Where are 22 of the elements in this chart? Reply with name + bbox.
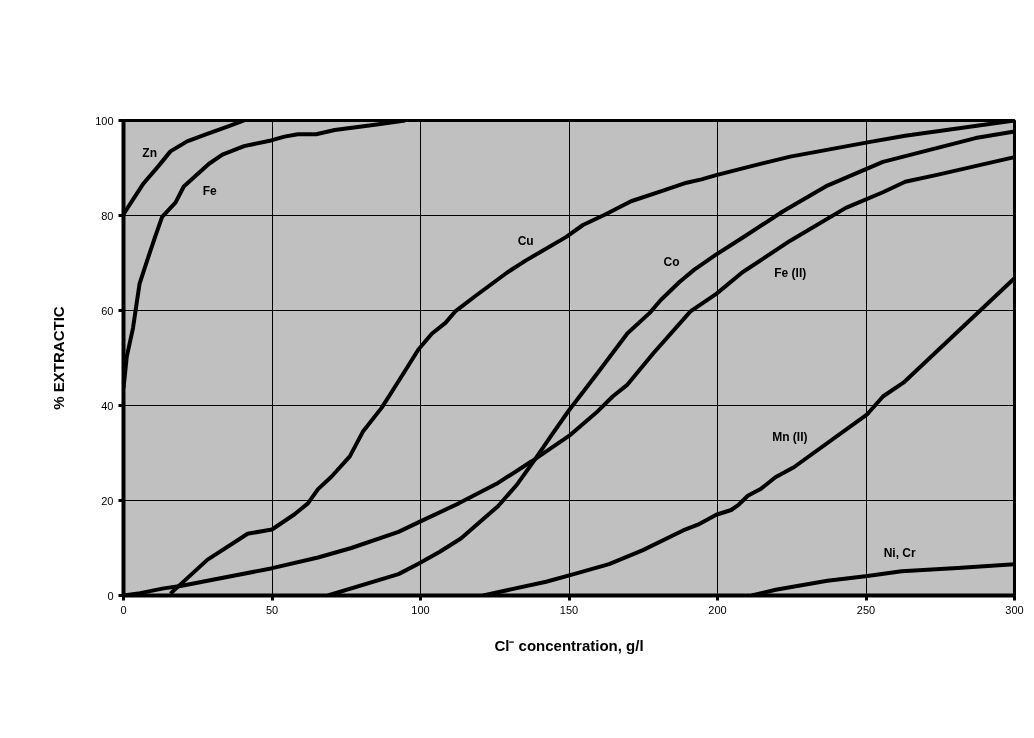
series-label: Mn (II) bbox=[772, 430, 808, 445]
y-tick-label: 80 bbox=[101, 209, 114, 222]
x-tick-label: 200 bbox=[708, 603, 727, 616]
y-tick-label: 0 bbox=[107, 589, 114, 602]
x-tick-label: 50 bbox=[265, 603, 279, 616]
y-axis-title: % EXTRACTIC bbox=[50, 306, 68, 410]
y-tick-label: 100 bbox=[95, 114, 114, 127]
y-tick-label: 60 bbox=[101, 304, 114, 317]
series-label: Fe bbox=[202, 183, 218, 198]
x-tick-label: 100 bbox=[411, 603, 430, 616]
x-axis-title: Cl⁻ concentration, g/l bbox=[494, 636, 644, 654]
y-tick-label: 20 bbox=[101, 494, 114, 507]
series-label: Co bbox=[663, 255, 680, 269]
series-label: Zn bbox=[142, 146, 158, 161]
x-tick-label: 250 bbox=[856, 603, 876, 616]
y-tick-label: 40 bbox=[101, 399, 114, 412]
x-tick-label: 300 bbox=[1005, 603, 1024, 616]
series-label: Ni, Cr bbox=[883, 546, 916, 561]
x-tick-label: 0 bbox=[120, 603, 127, 616]
series-label: Fe (II) bbox=[774, 265, 807, 280]
series-label: Cu bbox=[517, 233, 534, 248]
x-tick-label: 150 bbox=[559, 603, 579, 616]
